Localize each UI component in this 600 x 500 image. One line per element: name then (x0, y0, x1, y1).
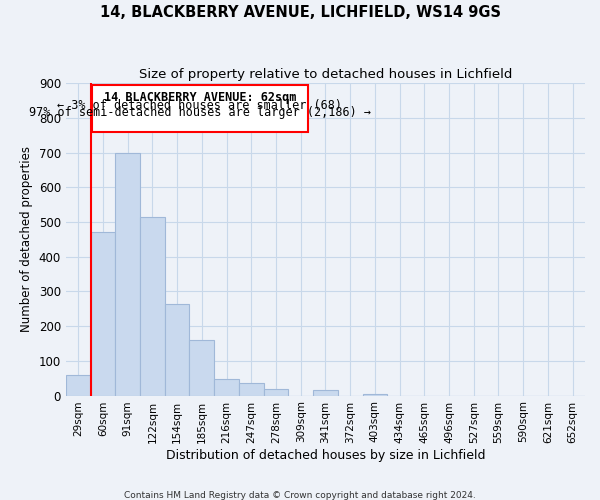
FancyBboxPatch shape (92, 85, 308, 132)
Text: 14, BLACKBERRY AVENUE, LICHFIELD, WS14 9GS: 14, BLACKBERRY AVENUE, LICHFIELD, WS14 9… (100, 5, 500, 20)
Bar (115, 152, 140, 396)
Text: Contains HM Land Registry data © Crown copyright and database right 2024.: Contains HM Land Registry data © Crown c… (124, 490, 476, 500)
Bar (165, 304, 190, 396)
Bar (362, 394, 387, 396)
X-axis label: Distribution of detached houses by size in Lichfield: Distribution of detached houses by size … (166, 450, 485, 462)
Bar (239, 384, 263, 396)
Bar (214, 379, 239, 396)
Bar (263, 388, 289, 396)
Title: Size of property relative to detached houses in Lichfield: Size of property relative to detached ho… (139, 68, 512, 80)
Bar (66, 374, 91, 396)
Y-axis label: Number of detached properties: Number of detached properties (20, 146, 33, 332)
Bar (190, 340, 214, 396)
Text: 97% of semi-detached houses are larger (2,186) →: 97% of semi-detached houses are larger (… (29, 106, 371, 120)
Text: 14 BLACKBERRY AVENUE: 62sqm: 14 BLACKBERRY AVENUE: 62sqm (104, 91, 296, 104)
Bar (313, 390, 338, 396)
Text: ← 3% of detached houses are smaller (68): ← 3% of detached houses are smaller (68) (58, 100, 343, 112)
Bar (91, 232, 115, 396)
Bar (140, 216, 165, 396)
